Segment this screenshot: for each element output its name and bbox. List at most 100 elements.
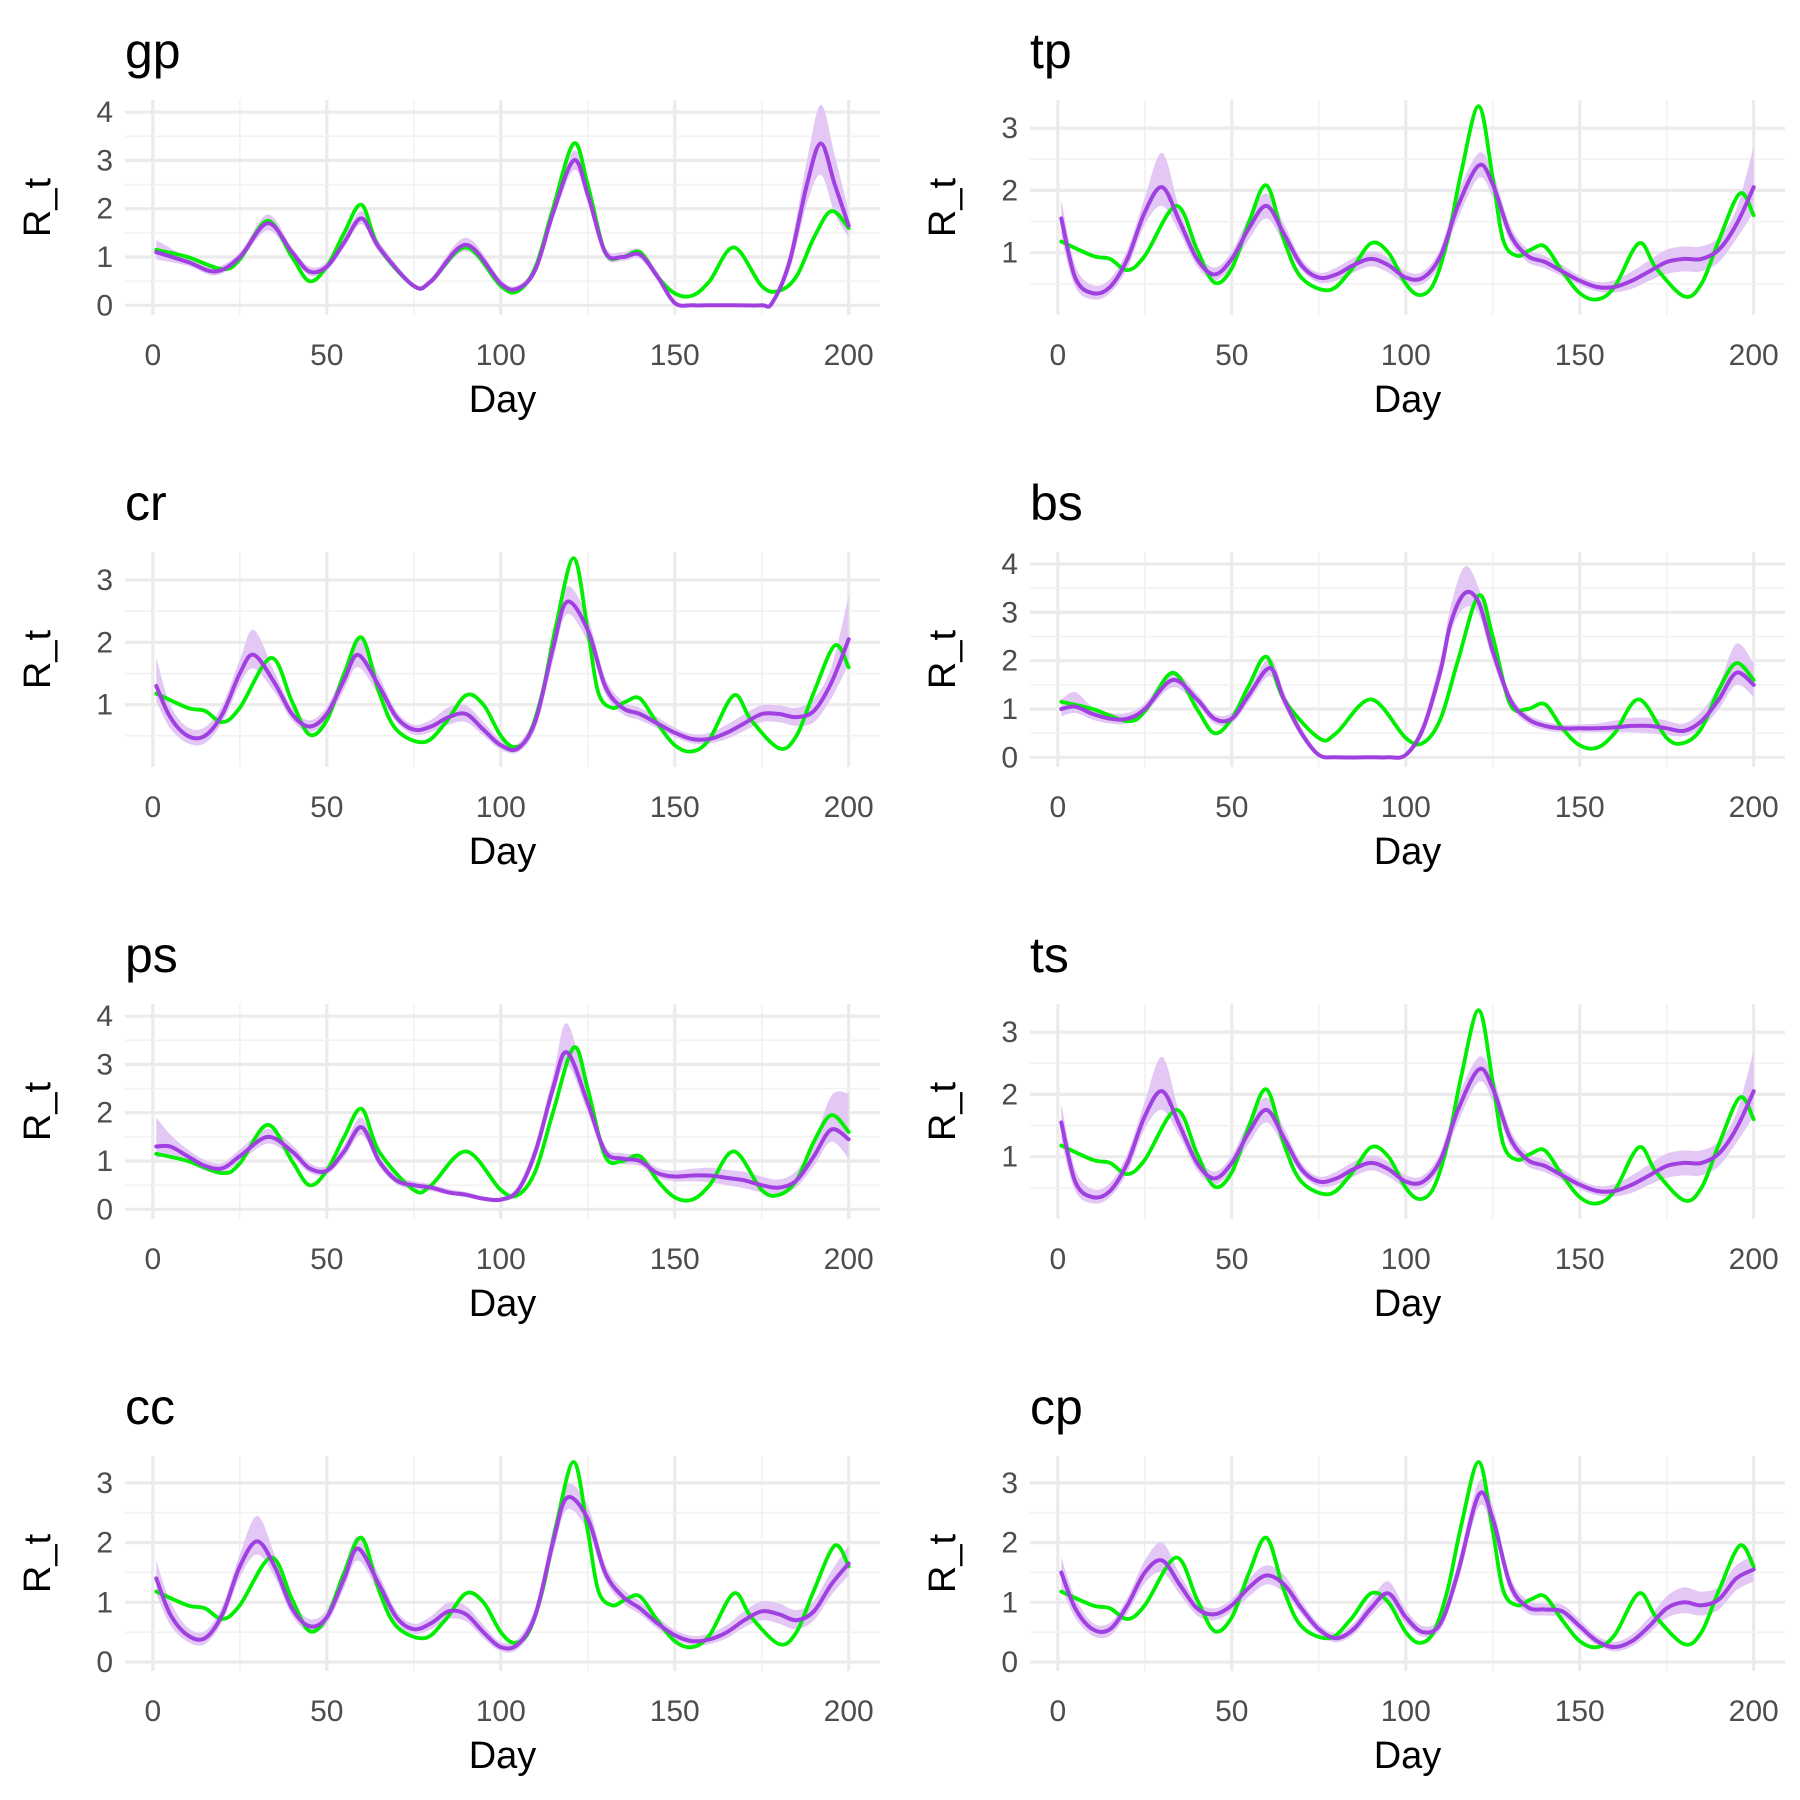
x-tick-label: 100 [1381, 791, 1431, 824]
x-tick-label: 50 [310, 791, 343, 824]
y-tick-label: 0 [96, 1646, 113, 1679]
x-tick-label: 200 [1729, 1243, 1779, 1276]
y-tick-label: 1 [1001, 237, 1018, 270]
series-line-estimate [1059, 1066, 1756, 1200]
x-tick-label: 150 [650, 1695, 700, 1728]
y-grid [1030, 562, 1785, 759]
x-tick-label: 150 [1555, 1243, 1605, 1276]
series-line-true [154, 1045, 851, 1203]
x-tick-label: 50 [1215, 1243, 1248, 1276]
y-tick-label: 2 [96, 626, 113, 659]
panel-ps: ps 0 1 2 3 4 0 50 100 150 200 Day R_t [17, 927, 880, 1325]
panel-bs: bs 0 1 2 3 4 0 50 100 150 200 Day R_t [922, 475, 1785, 873]
y-tick-label: 0 [96, 289, 113, 322]
y-tick-label: 1 [96, 689, 113, 722]
panel-ts: ts 1 2 3 0 50 100 150 200 Day R_t [922, 927, 1785, 1325]
y-axis-label: R_t [17, 629, 59, 689]
y-tick-label: 1 [1001, 1586, 1018, 1619]
x-axis-label: Day [1374, 831, 1442, 873]
y-tick-label: 2 [96, 193, 113, 226]
y-tick-label: 2 [1001, 1527, 1018, 1560]
panel-tp: tp 1 2 3 0 50 100 150 200 Day R_t [922, 23, 1785, 421]
panel-title: cp [1030, 1379, 1083, 1435]
x-tick-label: 100 [1381, 339, 1431, 372]
y-tick-label: 4 [1001, 548, 1018, 581]
series-line-estimate [1059, 162, 1756, 296]
x-tick-label: 200 [1729, 339, 1779, 372]
y-tick-label: 1 [1001, 1141, 1018, 1174]
y-tick-label: 3 [96, 564, 113, 597]
x-tick-label: 150 [650, 339, 700, 372]
y-tick-label: 0 [96, 1193, 113, 1226]
series-line-estimate [154, 141, 851, 309]
x-tick-label: 0 [1049, 339, 1066, 372]
x-tick-label: 200 [824, 1695, 874, 1728]
series-line-true [154, 141, 851, 299]
x-axis-label: Day [1374, 379, 1442, 421]
x-tick-label: 200 [824, 1243, 874, 1276]
x-tick-label: 100 [1381, 1695, 1431, 1728]
y-tick-label: 1 [96, 1586, 113, 1619]
x-axis-label: Day [1374, 1283, 1442, 1325]
x-tick-label: 0 [144, 1695, 161, 1728]
panel-cr: cr 1 2 3 0 50 100 150 200 Day R_t [17, 475, 880, 873]
x-tick-label: 150 [1555, 339, 1605, 372]
y-tick-label: 1 [1001, 693, 1018, 726]
x-tick-label: 0 [1049, 1695, 1066, 1728]
panel-title: ps [125, 927, 178, 983]
x-tick-label: 150 [1555, 1695, 1605, 1728]
y-grid [1030, 1030, 1785, 1189]
y-tick-label: 3 [1001, 112, 1018, 145]
panel-title: gp [125, 23, 181, 79]
x-tick-label: 100 [476, 339, 526, 372]
y-tick-label: 3 [96, 144, 113, 177]
x-tick-label: 0 [1049, 1243, 1066, 1276]
y-tick-label: 2 [1001, 174, 1018, 207]
x-tick-label: 0 [144, 1243, 161, 1276]
y-axis-label: R_t [922, 1081, 964, 1141]
y-tick-label: 0 [1001, 1646, 1018, 1679]
y-axis-label: R_t [922, 1533, 964, 1593]
series-line-estimate [154, 1495, 851, 1651]
x-tick-label: 200 [824, 791, 874, 824]
y-tick-label: 3 [1001, 1016, 1018, 1049]
y-tick-label: 2 [1001, 645, 1018, 678]
y-tick-label: 1 [96, 241, 113, 274]
panel-title: ts [1030, 927, 1069, 983]
x-grid [1056, 1004, 1756, 1219]
y-tick-label: 3 [96, 1048, 113, 1081]
series-line-estimate [154, 1050, 851, 1203]
x-tick-label: 50 [310, 1243, 343, 1276]
x-tick-label: 50 [310, 1695, 343, 1728]
panel-title: tp [1030, 23, 1072, 79]
series-line-estimate [1059, 1490, 1756, 1650]
x-tick-label: 200 [1729, 1695, 1779, 1728]
x-axis-label: Day [469, 379, 537, 421]
series-line-true [1059, 1008, 1756, 1206]
x-tick-label: 50 [1215, 339, 1248, 372]
y-axis-label: R_t [922, 177, 964, 237]
panel-cp: cp 0 1 2 3 0 50 100 150 200 Day R_t [922, 1379, 1785, 1777]
x-grid [151, 1456, 851, 1671]
x-axis-label: Day [469, 831, 537, 873]
panel-title: cc [125, 1379, 175, 1435]
x-tick-label: 100 [476, 1695, 526, 1728]
y-tick-label: 0 [1001, 741, 1018, 774]
y-tick-label: 4 [96, 1000, 113, 1033]
series-line-true [1059, 593, 1756, 751]
x-tick-label: 150 [650, 791, 700, 824]
y-grid [125, 110, 880, 307]
x-axis-label: Day [1374, 1735, 1442, 1777]
estimate-band [156, 104, 849, 308]
x-tick-label: 50 [310, 339, 343, 372]
series-line-true [1059, 104, 1756, 302]
y-tick-label: 2 [96, 1097, 113, 1130]
panel-title: bs [1030, 475, 1083, 531]
estimate-band [156, 1023, 849, 1203]
series-line-estimate [154, 599, 851, 753]
y-tick-label: 3 [1001, 1467, 1018, 1500]
y-tick-label: 3 [96, 1467, 113, 1500]
y-tick-label: 2 [96, 1527, 113, 1560]
y-grid [1030, 1481, 1785, 1664]
